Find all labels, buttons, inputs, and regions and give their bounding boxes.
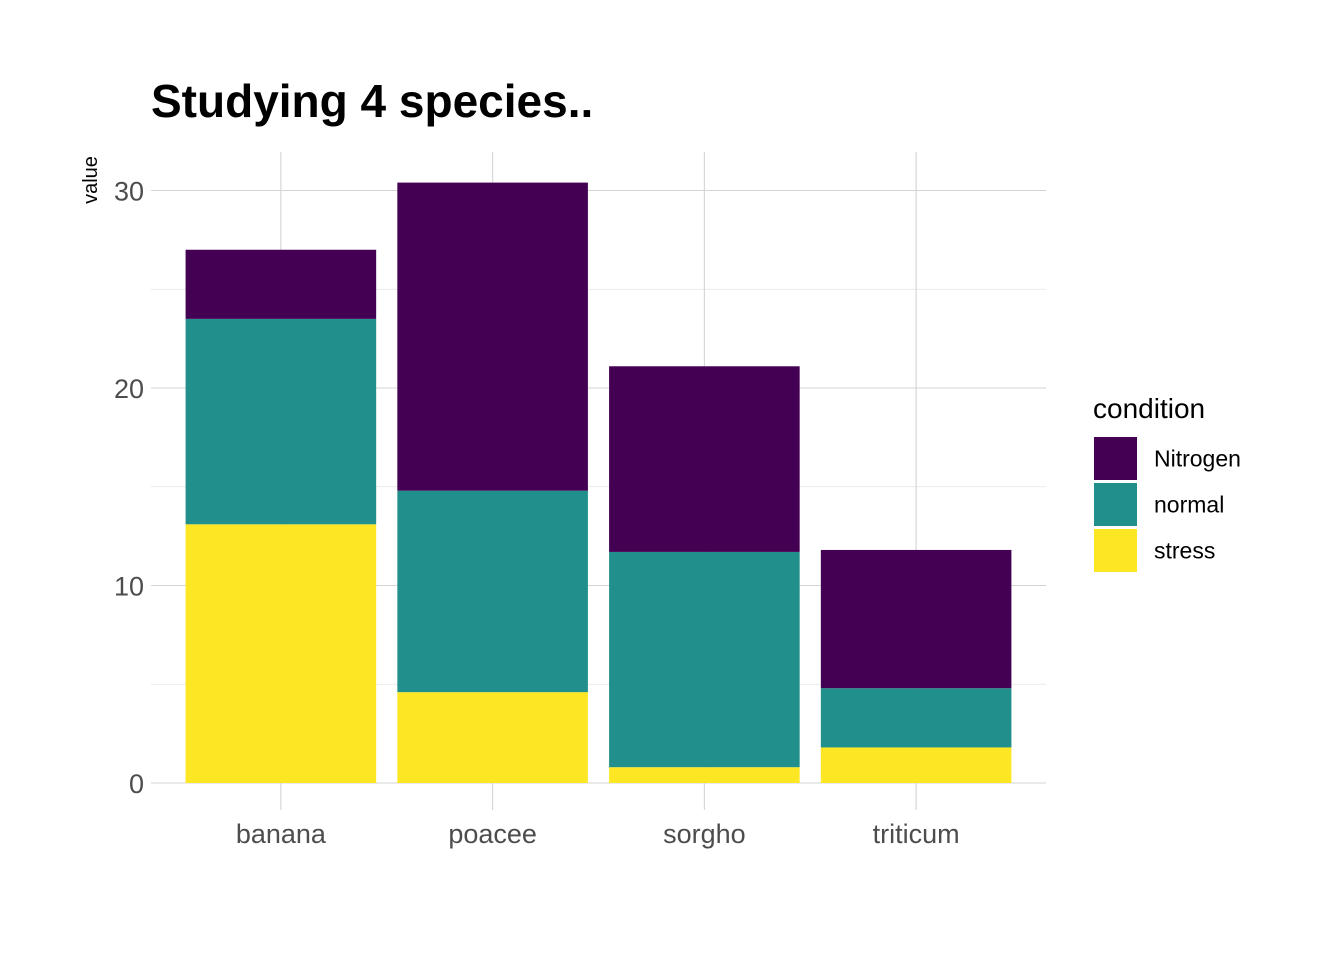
x-tick-label: banana — [236, 819, 327, 849]
bars — [185, 182, 1012, 783]
y-tick-label: 10 — [114, 572, 144, 602]
bar-poacee-nitrogen — [397, 182, 588, 491]
bar-banana-normal — [185, 318, 377, 525]
legend-label-stress: stress — [1154, 538, 1215, 564]
legend: condition Nitrogen normal stress — [1093, 393, 1241, 572]
legend-key-normal — [1094, 483, 1137, 526]
legend-label-normal: normal — [1154, 492, 1224, 518]
x-tick-label: sorgho — [663, 819, 746, 849]
bar-banana-nitrogen — [185, 249, 377, 319]
bar-poacee-stress — [397, 692, 588, 783]
y-tick-label: 20 — [114, 374, 144, 404]
x-axis-ticks: banana poacee sorgho triticum — [236, 819, 960, 849]
bar-sorgho-stress — [609, 767, 800, 783]
bar-sorgho-normal — [609, 551, 800, 768]
legend-key-nitrogen — [1094, 437, 1137, 480]
legend-label-nitrogen: Nitrogen — [1154, 446, 1241, 472]
bar-triticum-nitrogen — [820, 549, 1012, 689]
bar-poacee-normal — [397, 490, 588, 693]
legend-key-stress — [1094, 529, 1137, 572]
x-tick-label: triticum — [873, 819, 960, 849]
bar-sorgho-nitrogen — [609, 366, 800, 552]
x-tick-label: poacee — [448, 819, 537, 849]
y-axis-label: value — [80, 156, 102, 204]
bar-banana-stress — [185, 524, 377, 783]
chart-title: Studying 4 species.. — [151, 75, 593, 127]
legend-title: condition — [1093, 393, 1205, 424]
bar-triticum-stress — [820, 747, 1012, 783]
bar-triticum-normal — [820, 688, 1012, 748]
y-tick-label: 0 — [129, 769, 144, 799]
y-tick-label: 30 — [114, 177, 144, 207]
y-axis-ticks: 0 10 20 30 — [114, 177, 144, 800]
